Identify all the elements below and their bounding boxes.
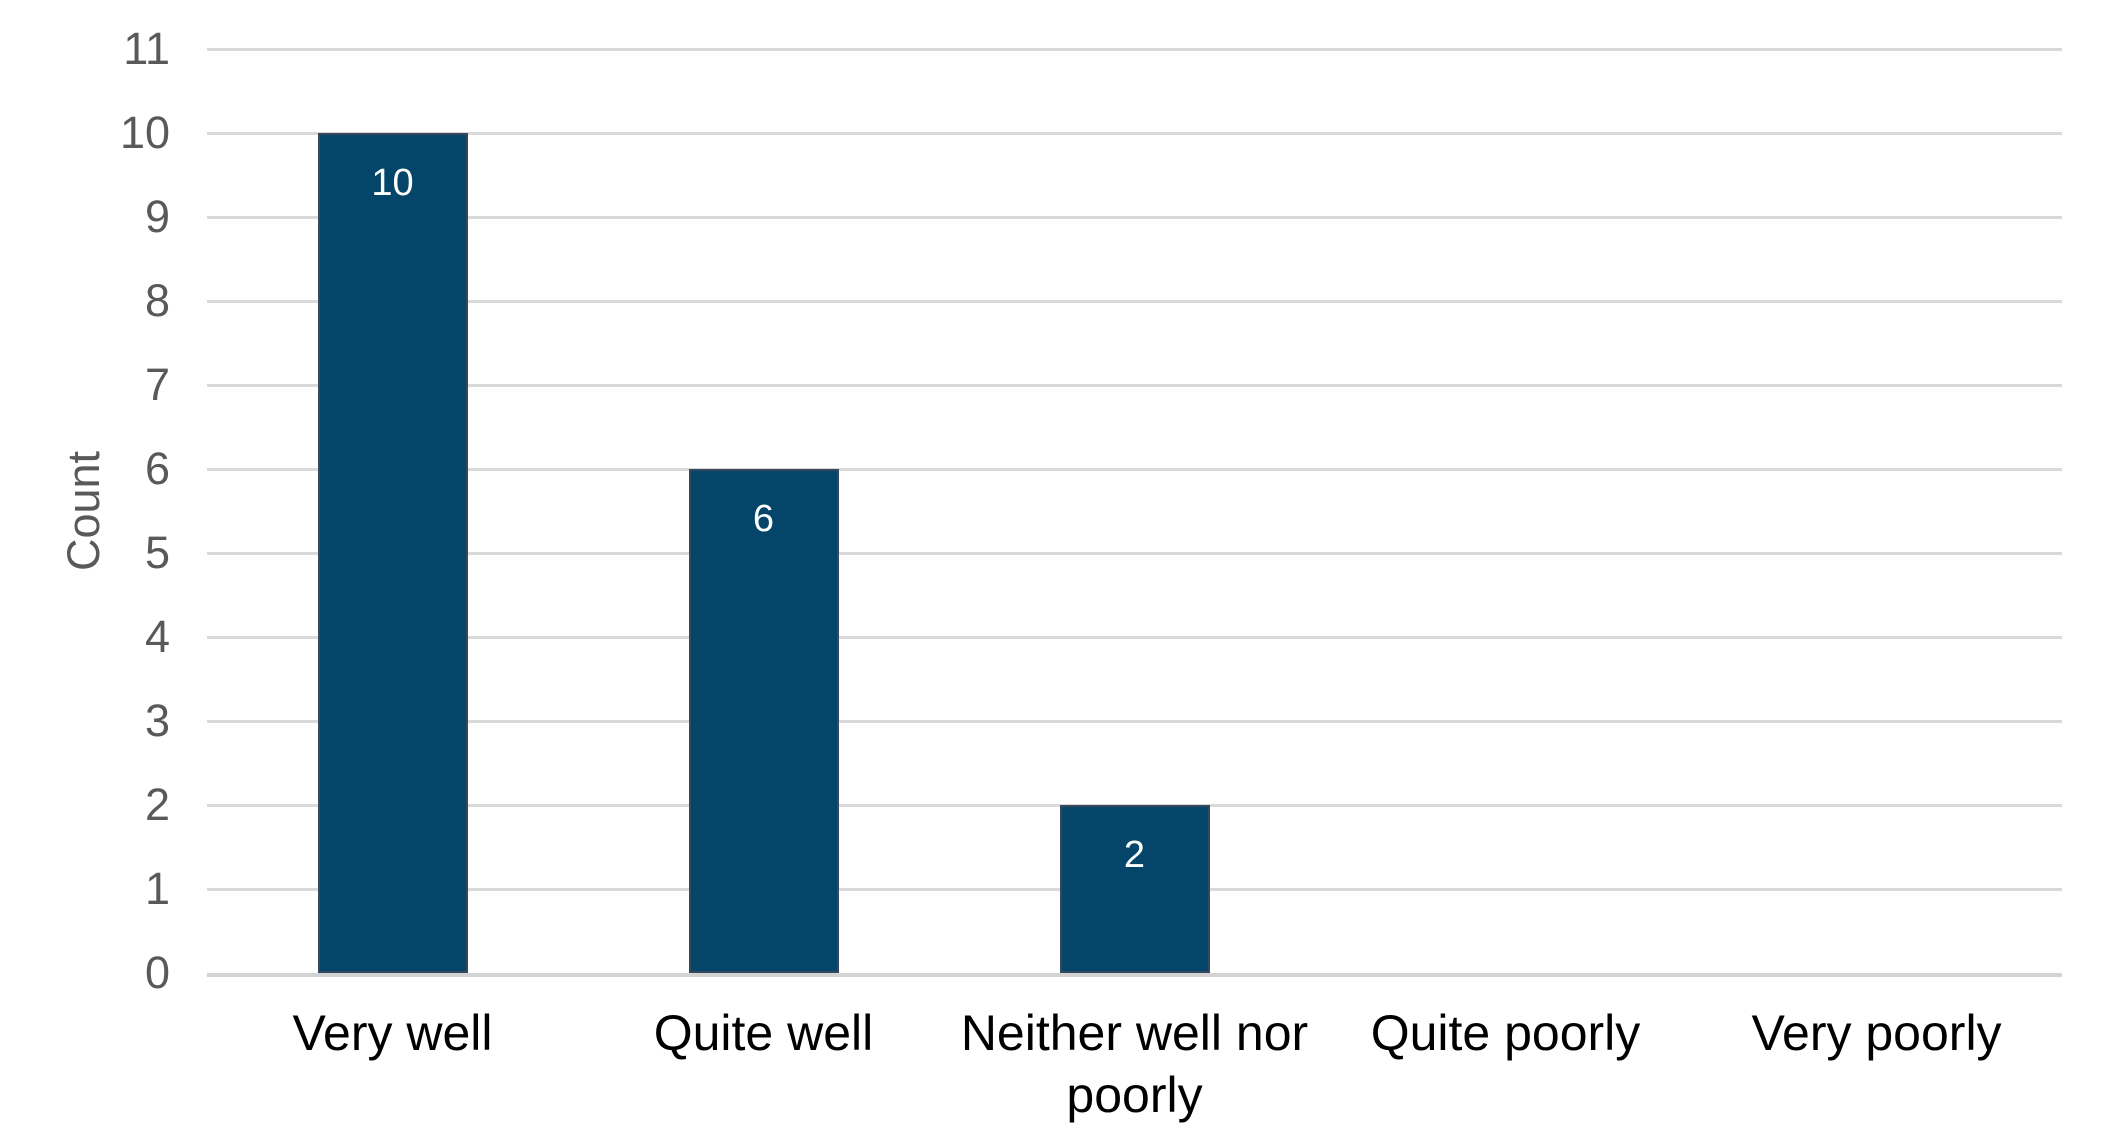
x-axis-line — [207, 973, 2062, 977]
x-axis-label: Very well — [292, 1005, 493, 1061]
y-tick-label: 1 — [144, 863, 170, 914]
x-axis-label: Quite poorly — [1370, 1005, 1641, 1061]
gridline — [207, 384, 2062, 387]
y-tick-label: 0 — [144, 947, 170, 998]
bar: 2 — [1059, 805, 1210, 973]
x-axis-label: Quite well — [653, 1005, 874, 1061]
bar-data-label: 10 — [371, 162, 414, 204]
y-tick-label: 7 — [144, 359, 170, 410]
gridline — [207, 48, 2062, 51]
bar-data-label: 6 — [752, 498, 775, 540]
y-tick-label: 10 — [119, 107, 170, 158]
y-tick-label: 6 — [144, 443, 170, 494]
y-tick-label: 2 — [144, 779, 170, 830]
gridline — [207, 216, 2062, 219]
x-axis-label: Neither well nor poorly — [960, 1005, 1309, 1123]
y-tick-label: 3 — [144, 695, 170, 746]
bar-data-label: 2 — [1123, 834, 1146, 876]
bar: 6 — [688, 469, 839, 973]
y-tick-label: 5 — [144, 527, 170, 578]
gridline — [207, 636, 2062, 639]
gridline — [207, 468, 2062, 471]
gridline — [207, 132, 2062, 135]
x-axis-label: Very poorly — [1751, 1005, 2002, 1061]
gridline — [207, 720, 2062, 723]
y-tick-label: 9 — [144, 191, 170, 242]
bar: 10 — [317, 133, 468, 973]
gridline — [207, 300, 2062, 303]
y-tick-label: 4 — [144, 611, 170, 662]
y-tick-label: 11 — [123, 23, 170, 74]
gridline — [207, 552, 2062, 555]
y-tick-label: 8 — [144, 275, 170, 326]
